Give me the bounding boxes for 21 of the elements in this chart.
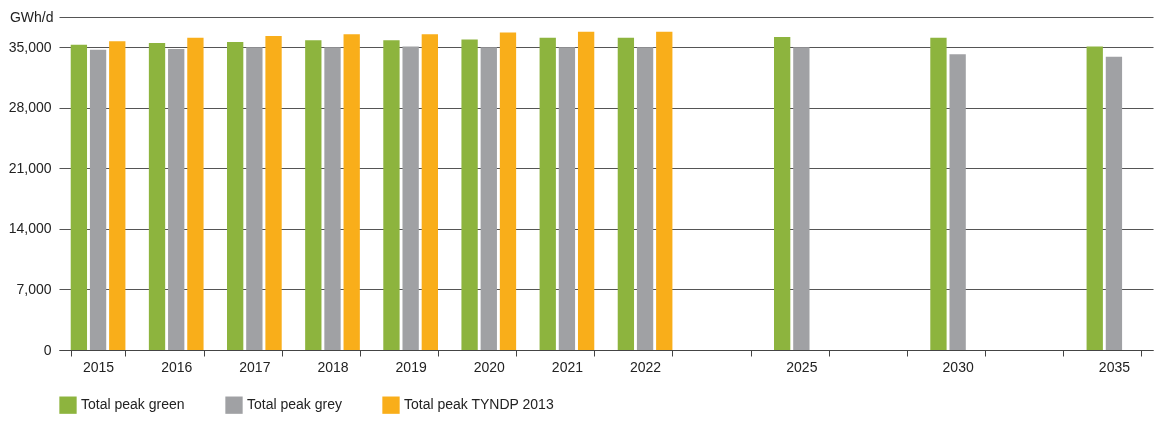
x-tick-label: 2020: [473, 358, 506, 375]
x-tick-label: 2030: [942, 358, 974, 375]
legend-label: Total peak grey: [247, 396, 342, 413]
legend-label: Total peak green: [81, 396, 185, 413]
y-tick-label: 21,000: [8, 159, 52, 176]
x-tick-label: 2035: [1098, 358, 1131, 375]
x-tick-label: 2017: [239, 358, 271, 375]
legend-label: Total peak TYNDP 2013: [404, 396, 554, 413]
y-tick-label: 0: [43, 341, 52, 358]
x-tick-label: 2021: [551, 358, 584, 375]
x-tick-label: 2015: [82, 358, 115, 375]
y-tick-label: 7,000: [16, 280, 52, 297]
y-tick-label: 14,000: [8, 220, 52, 237]
y-tick-label: 35,000: [8, 38, 52, 55]
y-tick-label: 28,000: [8, 99, 52, 116]
x-tick-label: 2016: [161, 358, 193, 375]
x-tick-label: 2018: [317, 358, 349, 375]
x-tick-label: 2025: [786, 358, 818, 375]
x-tick-label: 2019: [395, 358, 427, 375]
y-axis-title: GWh/d: [9, 8, 54, 25]
x-tick-label: 2022: [629, 358, 662, 375]
